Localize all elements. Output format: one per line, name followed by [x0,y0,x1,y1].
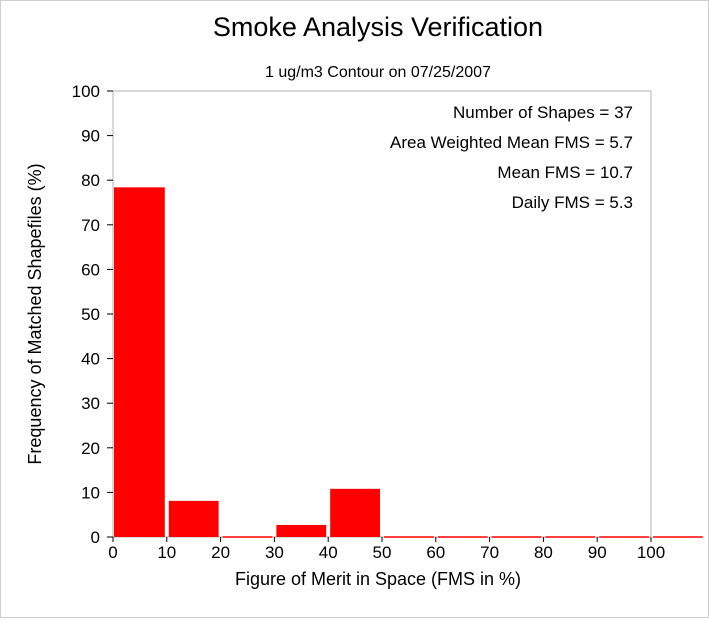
y-tick-label: 100 [72,82,100,101]
y-tick-label: 60 [81,260,100,279]
chart-subtitle: 1 ug/m3 Contour on 07/25/2007 [265,64,491,81]
chart-title: Smoke Analysis Verification [213,12,543,42]
x-tick-label: 20 [211,543,230,562]
y-tick-label: 80 [81,171,100,190]
y-tick-label: 30 [81,394,100,413]
x-tick-label: 50 [373,543,392,562]
x-tick-label: 100 [637,543,665,562]
stats-annotation: Area Weighted Mean FMS = 5.7 [390,133,633,152]
y-tick-label: 70 [81,216,100,235]
histogram-bar [114,187,165,537]
stats-annotation: Daily FMS = 5.3 [512,193,633,212]
y-tick-label: 20 [81,439,100,458]
x-tick-label: 10 [157,543,176,562]
y-tick-label: 0 [91,528,100,547]
stats-annotations: Number of Shapes = 37 Area Weighted Mean … [390,103,633,212]
x-tick-label: 40 [319,543,338,562]
y-tick-label: 90 [81,127,100,146]
stats-annotation: Mean FMS = 10.7 [497,163,633,182]
bars [114,187,703,538]
x-tick-label: 70 [480,543,499,562]
histogram-bar [330,488,380,537]
x-tick-label: 90 [588,543,607,562]
x-tick-label: 80 [534,543,553,562]
histogram-bar [276,524,327,537]
y-axis-label: Frequency of Matched Shapefiles (%) [25,163,45,464]
x-tick-label: 30 [265,543,284,562]
histogram-bar [168,500,219,537]
y-tick-label: 40 [81,350,100,369]
x-tick-label: 0 [108,543,117,562]
y-tick-label: 50 [81,305,100,324]
x-tick-label: 60 [426,543,445,562]
x-axis-label: Figure of Merit in Space (FMS in %) [235,569,521,589]
axes: 0 10 20 30 40 50 60 70 80 90 100 0 10 20 30 40 50 60 70 80 9… [72,82,666,562]
plot-border [112,90,652,538]
y-tick-label: 10 [81,483,100,502]
stats-annotation: Number of Shapes = 37 [453,103,633,122]
